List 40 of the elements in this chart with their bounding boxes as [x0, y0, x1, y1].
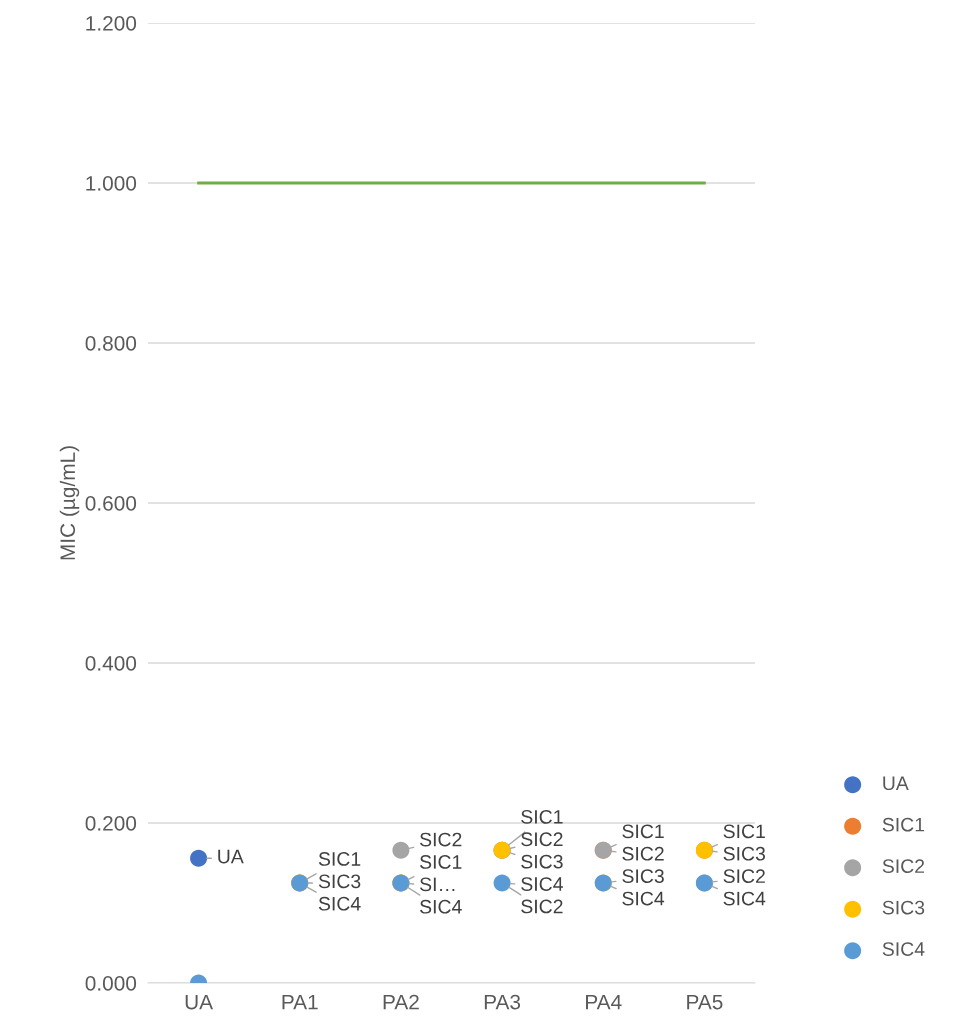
x-tick-label: PA1 — [282, 994, 318, 1010]
x-tick-label: PA5 — [687, 994, 723, 1010]
y-tick-label: 1.000 — [86, 176, 137, 191]
data-label: SIC2 — [420, 832, 462, 847]
x-tick-label: PA2 — [383, 994, 419, 1010]
data-label: SIC1 — [420, 855, 462, 869]
y-axis-title: MIC (µg/mL) — [59, 446, 80, 560]
data-label: SI… — [420, 877, 455, 892]
data-label: SIC3 — [521, 854, 563, 869]
data-label: SIC1 — [622, 824, 664, 839]
legend-label: UA — [883, 776, 909, 791]
data-label: SIC1 — [318, 852, 361, 866]
data-label: SIC2 — [723, 869, 765, 884]
data-label: SIC2 — [521, 832, 563, 847]
annotation: SIC2 — [521, 899, 563, 914]
data-label: SIC4 — [622, 891, 665, 906]
x-tick-label: PA3 — [484, 994, 521, 1010]
data-label: SIC3 — [622, 869, 664, 884]
legend-label: SIC3 — [882, 900, 925, 915]
x-tick-label: UA — [185, 994, 214, 1010]
data-label: SIC4 — [318, 896, 361, 911]
y-tick-label: 0.800 — [85, 336, 137, 351]
legend-label: SIC2 — [882, 859, 925, 874]
y-tick-label: 0.200 — [85, 816, 137, 831]
data-label: UA — [218, 849, 244, 864]
data-label: SIC4 — [521, 877, 563, 891]
data-label: SIC3 — [318, 874, 361, 889]
legend-label: SIC4 — [882, 942, 925, 956]
y-tick-label: 0.000 — [85, 976, 137, 991]
data-label: SIC2 — [622, 846, 664, 861]
data-label: SIC4 — [723, 891, 766, 906]
legend-label: SIC1 — [882, 817, 925, 832]
x-tick-label: PA4 — [586, 994, 622, 1010]
y-tick-label: 0.400 — [85, 656, 137, 671]
y-tick-label: 0.600 — [85, 496, 137, 511]
y-tick-label: 1.200 — [86, 16, 137, 31]
data-label: SIC1 — [521, 809, 563, 824]
data-label: SIC4 — [420, 899, 462, 914]
data-label: SIC1 — [723, 824, 765, 839]
data-label: SIC3 — [723, 846, 765, 861]
